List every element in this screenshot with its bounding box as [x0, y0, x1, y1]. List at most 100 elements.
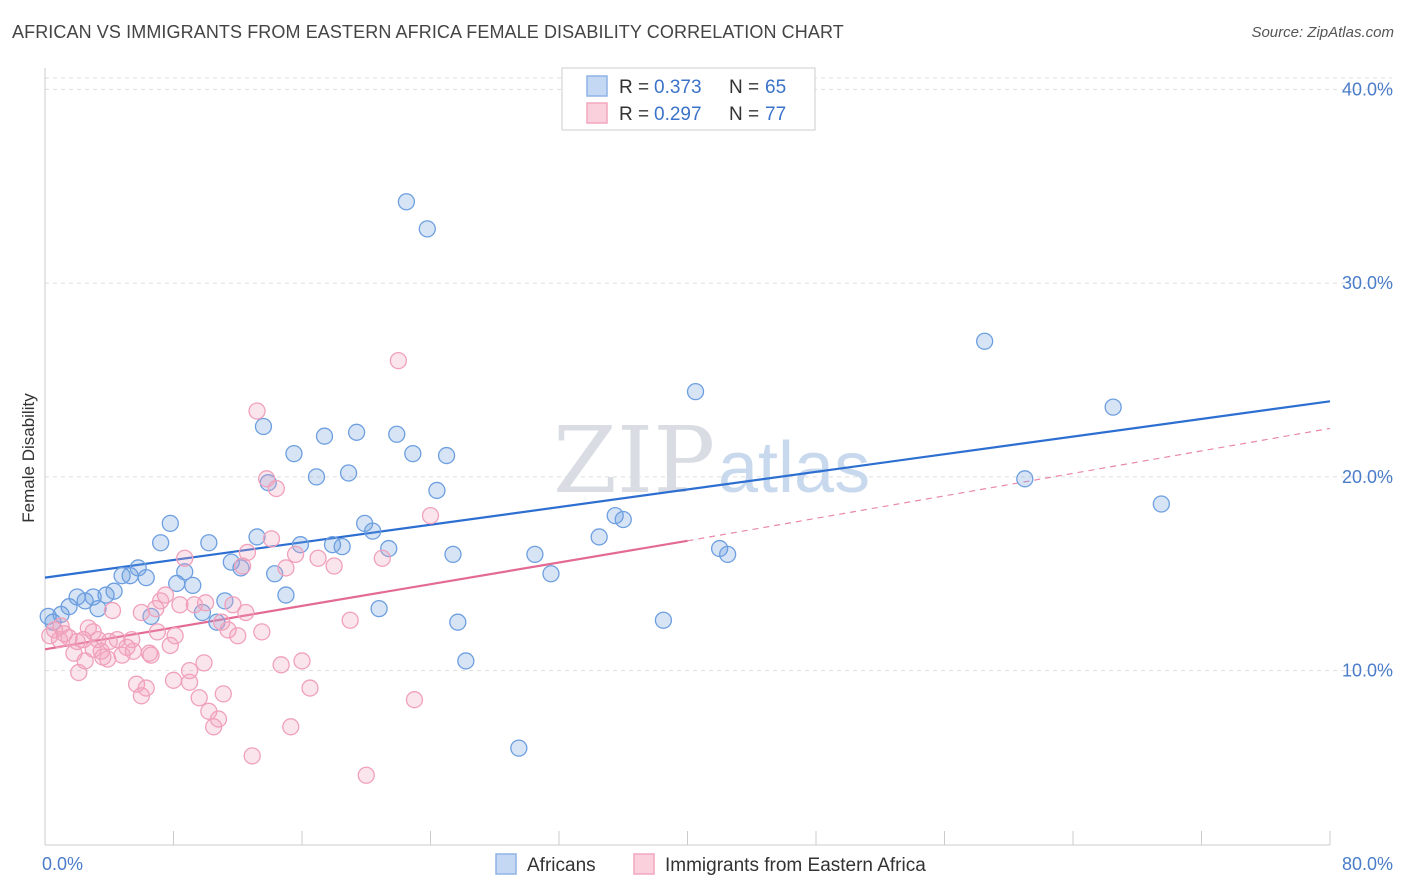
point-africans-46	[418, 220, 436, 238]
point-africans-51	[457, 652, 475, 670]
point-africans-18	[176, 563, 194, 581]
legend-n-value-1: 65	[765, 77, 786, 98]
point-africans-43	[388, 425, 406, 443]
point-africans-21	[200, 534, 218, 552]
point-africans-15	[151, 534, 170, 552]
point-immigrants-31	[190, 689, 208, 707]
point-immigrants-20	[137, 679, 155, 697]
watermark-zip: ZIP	[553, 407, 715, 514]
point-africans-24	[222, 553, 240, 571]
point-africans-59	[686, 382, 705, 401]
point-immigrants-70	[213, 613, 231, 631]
point-africans-52	[510, 739, 528, 757]
point-africans-30	[277, 586, 295, 604]
point-africans-37	[339, 464, 358, 482]
point-immigrants-49	[277, 559, 295, 577]
y-tick-label-30: 30.0%	[1342, 273, 1393, 293]
point-immigrants-28	[176, 549, 194, 567]
top-legend: R = 0.373 N = 65 R = 0.297 N = 77	[561, 67, 816, 131]
point-immigrants-43	[248, 402, 266, 420]
point-immigrants-48	[272, 656, 290, 674]
legend-n-label-2: N =	[729, 104, 759, 125]
bottom-legend-africans: Africans	[527, 855, 596, 876]
x-tick-label-start: 0.0%	[42, 854, 83, 874]
point-immigrants-13	[103, 601, 122, 620]
point-immigrants-32	[195, 654, 213, 672]
point-immigrants-62	[52, 617, 70, 635]
point-africans-64	[1104, 398, 1122, 416]
point-africans-16	[161, 514, 179, 533]
point-immigrants-63	[68, 632, 86, 651]
point-africans-13	[137, 568, 155, 587]
legend-swatch-africans	[586, 75, 608, 97]
point-immigrants-73	[100, 632, 118, 651]
x-tick-labels: 0.0% 80.0%	[42, 854, 1393, 874]
point-immigrants-24	[156, 586, 175, 604]
trend-lines	[44, 400, 1331, 651]
point-africans-56	[606, 506, 624, 525]
point-immigrants-47	[267, 479, 285, 498]
point-immigrants-61	[421, 506, 440, 525]
point-africans-61	[719, 545, 737, 564]
point-immigrants-41	[238, 543, 257, 562]
point-africans-38	[347, 423, 366, 441]
grid-lines	[45, 77, 1392, 672]
y-tick-labels: 10.0% 20.0% 30.0% 40.0%	[1342, 79, 1393, 680]
point-africans-49	[444, 545, 462, 564]
point-africans-55	[590, 528, 608, 546]
legend-r-value-1: 0.373	[654, 77, 702, 98]
point-africans-40	[364, 522, 382, 540]
source-label: Source: ZipAtlas.com	[1251, 24, 1394, 41]
point-immigrants-42	[243, 747, 261, 765]
legend-n-value-2: 77	[765, 104, 786, 125]
point-immigrants-50	[282, 718, 300, 736]
point-immigrants-57	[357, 766, 375, 784]
point-africans-7	[89, 599, 107, 618]
point-immigrants-53	[301, 679, 319, 697]
point-immigrants-55	[325, 557, 343, 575]
legend-r-label-2: R =	[619, 104, 649, 125]
x-tick-label-end: 80.0%	[1342, 854, 1393, 874]
bottom-legend: Africans Immigrants from Eastern Africa	[495, 853, 926, 876]
point-immigrants-25	[161, 636, 179, 655]
point-immigrants-35	[209, 710, 228, 728]
point-immigrants-68	[180, 661, 199, 680]
watermark: ZIP atlas	[553, 407, 870, 514]
trend-line-africans	[44, 400, 1331, 579]
point-immigrants-65	[124, 642, 142, 660]
point-africans-42	[380, 539, 398, 558]
point-africans-45	[404, 444, 422, 463]
point-immigrants-71	[237, 603, 255, 622]
point-africans-26	[248, 528, 266, 546]
point-africans-9	[105, 582, 123, 600]
trend-line-immigrants	[44, 539, 688, 651]
chart-title: AFRICAN VS IMMIGRANTS FROM EASTERN AFRIC…	[12, 22, 844, 42]
point-immigrants-67	[164, 671, 183, 689]
point-immigrants-39	[229, 627, 247, 645]
point-immigrants-26	[166, 627, 184, 645]
point-africans-50	[449, 613, 467, 631]
point-africans-8	[97, 586, 115, 604]
point-africans-48	[437, 446, 456, 465]
y-tick-label-10: 10.0%	[1342, 661, 1393, 681]
point-africans-53	[526, 545, 544, 564]
point-africans-63	[1016, 470, 1034, 488]
data-points	[39, 193, 1170, 784]
point-immigrants-54	[309, 549, 327, 567]
point-africans-65	[1152, 495, 1170, 513]
point-immigrants-51	[286, 545, 305, 564]
legend-swatch-immigrants	[586, 102, 608, 124]
point-immigrants-58	[373, 549, 391, 567]
point-africans-36	[333, 537, 351, 556]
point-africans-57	[614, 510, 632, 529]
point-africans-5	[76, 592, 94, 610]
point-immigrants-46	[262, 530, 281, 548]
point-africans-62	[976, 332, 994, 350]
point-immigrants-72	[148, 623, 167, 641]
y-axis-label: Female Disability	[19, 393, 38, 523]
point-immigrants-36	[214, 685, 232, 703]
point-immigrants-59	[389, 351, 408, 370]
point-africans-27	[254, 417, 273, 436]
point-africans-33	[307, 468, 326, 486]
point-immigrants-27	[171, 596, 189, 614]
